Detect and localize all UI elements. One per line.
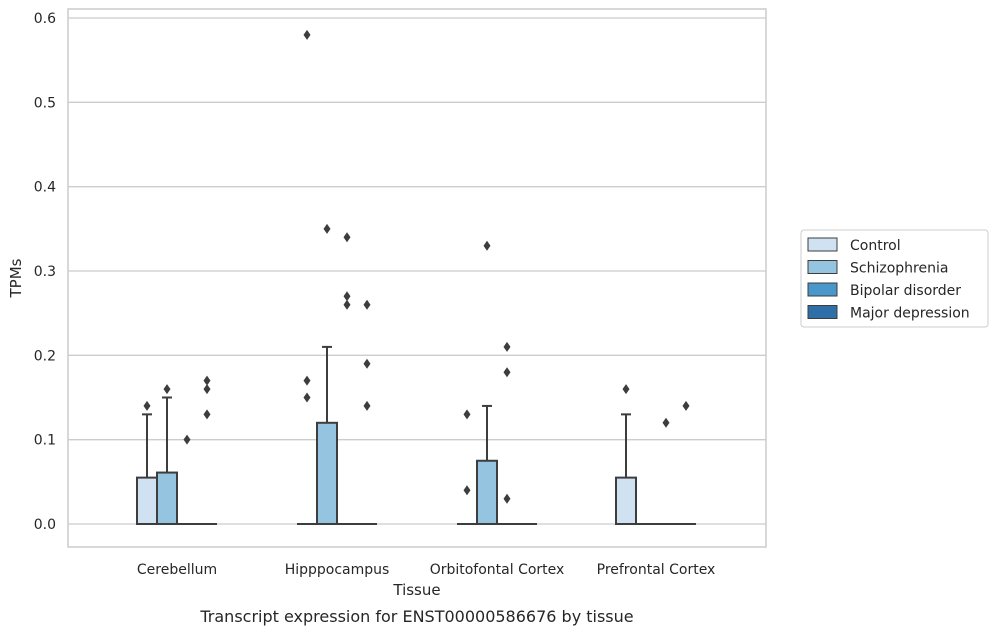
- legend-label: Bipolar disorder: [850, 283, 961, 299]
- plot-area-frame: [67, 8, 767, 548]
- box-group: [136, 400, 158, 526]
- x-tick-label: Cerebellum: [137, 562, 217, 578]
- outlier-point: [463, 485, 471, 496]
- y-tick-label: 0.6: [34, 11, 56, 27]
- y-tick-label: 0.5: [34, 95, 56, 111]
- outlier-point: [363, 358, 371, 369]
- legend-label: Control: [850, 238, 901, 254]
- x-tick-label: Hipppocampus: [285, 562, 390, 578]
- box-group: [156, 384, 178, 526]
- box-group: [457, 409, 477, 525]
- grid-layer: [68, 17, 766, 525]
- box-group: [316, 223, 338, 525]
- outlier-point: [343, 299, 351, 310]
- outlier-point: [363, 299, 371, 310]
- legend-label: Major depression: [850, 306, 970, 322]
- outlier-point: [303, 29, 311, 40]
- legend-label: Schizophrenia: [850, 261, 948, 277]
- box-group: [197, 375, 217, 525]
- outlier-point: [343, 291, 351, 302]
- outlier-point: [323, 223, 331, 234]
- y-axis-label: TPMs: [7, 258, 25, 298]
- box-group: [615, 384, 637, 526]
- outlier-point: [503, 493, 511, 504]
- box-group: [476, 240, 498, 525]
- legend: Control Schizophrenia Bipolar disorder Majo…: [800, 229, 989, 328]
- box: [136, 476, 158, 526]
- outlier-point: [363, 400, 371, 411]
- x-tick-label: Prefrontal Cortex: [597, 562, 716, 578]
- legend-swatch: [807, 305, 838, 319]
- outlier-point: [483, 240, 491, 251]
- outlier-point: [343, 232, 351, 243]
- y-tick-label: 0.4: [34, 180, 56, 196]
- outlier-point: [503, 367, 511, 378]
- outlier-point: [303, 375, 311, 386]
- outlier-point: [463, 409, 471, 420]
- outlier-point: [183, 434, 191, 445]
- outlier-point: [143, 400, 151, 411]
- outlier-point: [163, 384, 171, 395]
- outlier-point: [303, 392, 311, 403]
- box-group: [497, 341, 517, 525]
- box: [156, 471, 178, 526]
- y-tick-label: 0.2: [34, 348, 56, 364]
- y-axis-ticks: 0.0 0.1 0.2 0.3 0.4 0.5 0.6: [34, 11, 56, 533]
- x-axis-ticks: Cerebellum Hipppocampus Orbitofontal Corte…: [137, 562, 715, 578]
- legend-swatch: [807, 282, 838, 297]
- legend-swatch: [807, 237, 838, 252]
- outlier-point: [662, 417, 670, 428]
- box: [316, 421, 338, 525]
- box: [476, 459, 498, 525]
- outlier-point: [203, 375, 211, 386]
- outlier-point: [503, 341, 511, 352]
- box-group: [656, 417, 676, 525]
- boxes-layer: [136, 29, 696, 526]
- x-tick-label: Orbitofontal Cortex: [430, 562, 565, 578]
- outlier-point: [203, 409, 211, 420]
- x-axis-label: Tissue: [392, 581, 440, 599]
- box: [615, 476, 637, 526]
- box-group: [357, 299, 377, 525]
- outlier-point: [682, 400, 690, 411]
- box-group: [337, 232, 357, 525]
- y-tick-label: 0.3: [34, 264, 56, 280]
- box-group: [177, 434, 197, 525]
- legend-swatch: [807, 260, 838, 274]
- outlier-point: [203, 384, 211, 395]
- box-group: [297, 29, 317, 525]
- legend-frame: [800, 229, 989, 328]
- box-group: [676, 400, 696, 525]
- outlier-point: [622, 384, 630, 395]
- chart-caption: Transcript expression for ENST0000058667…: [199, 607, 633, 626]
- y-tick-label: 0.1: [34, 433, 56, 449]
- y-tick-label: 0.0: [34, 517, 56, 533]
